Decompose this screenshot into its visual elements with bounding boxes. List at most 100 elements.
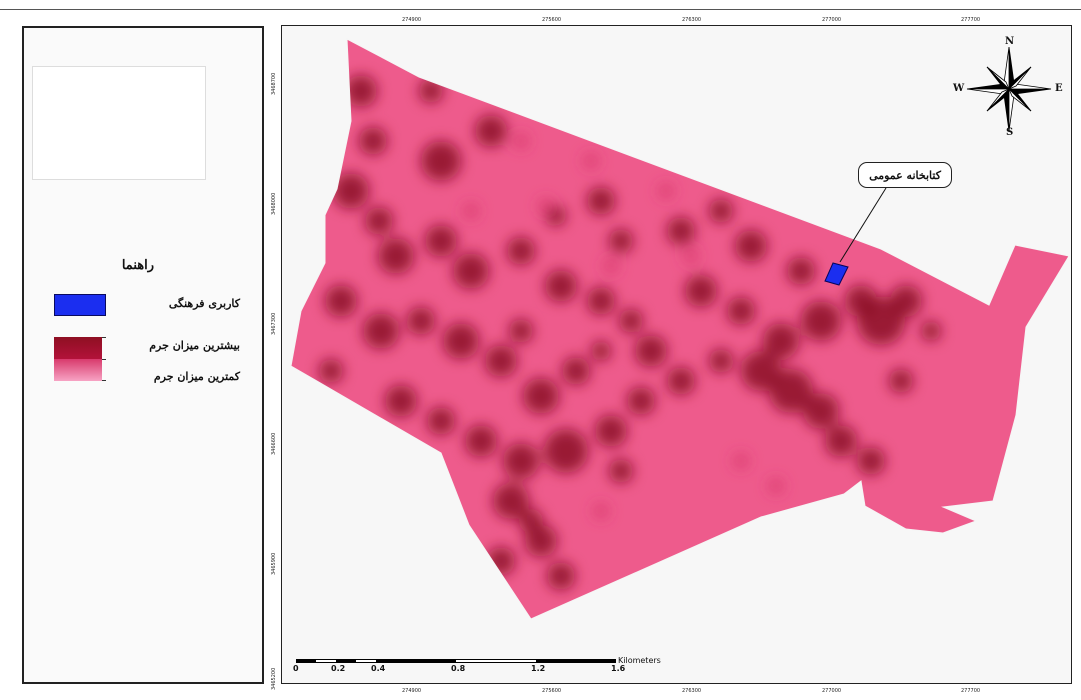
hotspot: [363, 313, 399, 349]
hotspot: [547, 562, 575, 590]
hotspot: [325, 285, 357, 317]
x-coord-top: 277000: [822, 17, 842, 23]
hotspot: [635, 335, 667, 367]
scale-label: 1.2: [531, 664, 546, 673]
hotspot: [803, 393, 839, 429]
legend-swatch-high: [54, 337, 102, 359]
x-coord-top: 277700: [961, 17, 981, 23]
x-coord-top: 275600: [542, 17, 562, 23]
hotspot: [787, 257, 815, 285]
scale-segment: [456, 659, 536, 663]
hotspot: [921, 321, 941, 341]
compass-s: S: [1006, 127, 1014, 138]
legend-label-low: کمترین میزان جرم: [153, 370, 240, 383]
hotspot: [685, 275, 717, 307]
hotspot: [523, 378, 559, 414]
legend-label-cultural: کاربری فرهنگی: [168, 297, 240, 310]
hotspot: [509, 319, 533, 343]
hotspot: [544, 429, 588, 473]
hotspot: [419, 79, 443, 103]
minor-hotspot: [583, 153, 599, 169]
hotspot: [407, 307, 435, 335]
legend-inset-placeholder: [32, 66, 206, 180]
heatmap-svg: [290, 38, 1070, 620]
hotspot: [425, 225, 457, 257]
hotspot-layer: [319, 75, 941, 590]
hotspot: [857, 447, 885, 475]
legend-tick: [102, 337, 106, 338]
y-coord-left: 3467300: [271, 312, 277, 335]
hotspot: [485, 345, 517, 377]
top-rule: [0, 9, 1081, 10]
hotspot: [619, 309, 643, 333]
x-coord-bottom: 277000: [822, 688, 842, 694]
hotspot: [345, 75, 377, 107]
hotspot: [487, 547, 515, 575]
scale-segment: [536, 659, 616, 663]
scale-segment: [356, 659, 376, 663]
library-callout[interactable]: کتابخانه عمومی: [858, 162, 952, 188]
x-coord-top: 274900: [402, 17, 422, 23]
compass-rose: N S E W: [953, 36, 1063, 139]
hotspot: [365, 207, 393, 235]
hotspot: [741, 351, 781, 391]
hotspot: [453, 253, 489, 289]
hotspot: [378, 238, 414, 274]
study-area-base: [291, 39, 1069, 619]
hotspot: [801, 301, 841, 341]
hotspot: [319, 359, 343, 383]
hotspot: [709, 199, 733, 223]
hotspot: [609, 229, 633, 253]
hotspot: [763, 323, 799, 359]
hotspot: [667, 367, 695, 395]
hotspot: [525, 525, 557, 557]
hotspot: [769, 369, 813, 413]
scale-label: 0.8: [451, 664, 466, 673]
minor-hotspot: [768, 478, 784, 494]
map-frame[interactable]: [281, 25, 1072, 684]
hotspot: [545, 270, 577, 302]
x-coord-top: 276300: [682, 17, 702, 23]
scale-label: 0.4: [371, 664, 386, 673]
hotspot: [587, 287, 615, 315]
hotspot: [421, 141, 461, 181]
hotspot: [427, 407, 455, 435]
legend-tick: [102, 380, 106, 381]
library-marker[interactable]: [824, 262, 849, 286]
hotspot: [519, 509, 543, 533]
compass-n: N: [1005, 36, 1015, 47]
y-coord-left: 3466600: [271, 432, 277, 455]
hotspot: [333, 173, 369, 209]
hotspot: [735, 230, 767, 262]
legend-swatch-low: [54, 359, 102, 381]
hotspot: [595, 415, 627, 447]
y-coord-left: 3465200: [271, 667, 277, 690]
minor-hotspot: [593, 503, 609, 519]
hotspot: [627, 387, 655, 415]
hotspot: [825, 425, 857, 457]
scale-label: 0: [293, 664, 299, 673]
y-coord-left: 3468000: [271, 192, 277, 215]
hotspot: [591, 341, 611, 361]
minor-hotspot: [603, 258, 619, 274]
hotspot: [507, 237, 535, 265]
hotspot: [359, 127, 387, 155]
compass-e: E: [1055, 83, 1063, 94]
legend-swatch-cultural: [54, 294, 106, 316]
y-coord-left: 3465900: [271, 552, 277, 575]
scale-label: 1.6: [611, 664, 626, 673]
hotspot: [727, 297, 755, 325]
hotspot: [890, 285, 922, 317]
legend-panel: راهنما کاربری فرهنگی بیشترین میزان جرم ک…: [22, 26, 264, 684]
x-coord-bottom: 274900: [402, 688, 422, 694]
minor-hotspot: [538, 198, 554, 214]
hotspot: [609, 459, 633, 483]
y-coord-left: 3468700: [271, 72, 277, 95]
x-coord-bottom: 277700: [961, 688, 981, 694]
minor-hotspot: [513, 133, 529, 149]
hotspot: [709, 349, 733, 373]
scale-segment: [376, 659, 456, 663]
compass-w: W: [953, 83, 965, 94]
hotspot: [889, 369, 913, 393]
minor-hotspot: [463, 203, 479, 219]
